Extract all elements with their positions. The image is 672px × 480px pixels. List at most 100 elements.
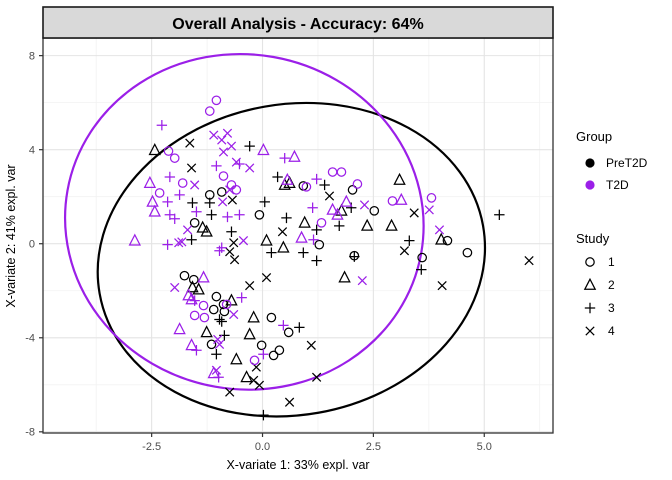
point-pret2d-study4 xyxy=(311,372,322,382)
point-t2d-study1 xyxy=(316,217,327,228)
point-pret2d-study4 xyxy=(524,256,534,266)
point-t2d-study1 xyxy=(249,355,260,366)
point-pret2d-study1 xyxy=(189,217,200,228)
point-pret2d-study3 xyxy=(349,251,360,262)
point-pret2d-study1 xyxy=(417,252,427,263)
point-pret2d-study3 xyxy=(186,234,197,245)
y-tick-label: 4 xyxy=(29,144,35,156)
point-t2d-study1 xyxy=(221,299,232,310)
point-t2d-study3 xyxy=(234,209,245,221)
point-pret2d-study2 xyxy=(200,325,213,338)
legend-study-label-3: 3 xyxy=(608,301,615,315)
point-t2d-study1 xyxy=(169,153,180,163)
point-t2d-study2 xyxy=(395,192,408,205)
point-t2d-study4 xyxy=(424,205,434,215)
point-t2d-study1 xyxy=(218,171,229,181)
point-pret2d-study3 xyxy=(416,264,427,275)
ellipse-pret2d xyxy=(96,101,487,418)
point-pret2d-study3 xyxy=(258,409,269,421)
legend-t2d-dot-icon xyxy=(585,180,595,190)
point-t2d-study3 xyxy=(191,345,202,356)
point-t2d-study4 xyxy=(218,147,229,157)
legend-circle-icon xyxy=(585,257,595,267)
point-pret2d-study3 xyxy=(311,224,322,236)
point-t2d-study2 xyxy=(146,194,159,207)
point-t2d-study1 xyxy=(199,312,210,323)
point-pret2d-study3 xyxy=(206,209,217,221)
legend-group-items: PreT2D T2D xyxy=(585,156,648,192)
point-t2d-study3 xyxy=(214,245,225,256)
point-pret2d-study3 xyxy=(214,314,225,325)
point-t2d-study3 xyxy=(222,211,233,223)
point-pret2d-study2 xyxy=(243,327,256,340)
point-t2d-study4 xyxy=(182,225,193,235)
point-pret2d-study1 xyxy=(216,187,227,197)
point-pret2d-study3 xyxy=(298,247,309,258)
point-t2d-study4 xyxy=(231,157,241,167)
point-pret2d-study4 xyxy=(324,191,335,201)
point-pret2d-study3 xyxy=(244,140,255,152)
point-pret2d-study4 xyxy=(225,387,235,397)
point-pret2d-study1 xyxy=(283,327,294,338)
point-pret2d-study1 xyxy=(219,306,230,317)
point-pret2d-study4 xyxy=(245,280,255,291)
y-axis-title: X-variate 2: 41% expl. var xyxy=(4,164,18,307)
point-pret2d-study3 xyxy=(319,179,330,191)
point-t2d-study4 xyxy=(177,237,187,247)
point-t2d-study4 xyxy=(214,339,225,350)
point-pret2d-study2 xyxy=(247,310,260,323)
point-t2d-study1 xyxy=(231,185,242,195)
legend-study-items: 1 2 3 4 xyxy=(583,255,615,338)
point-pret2d-study4 xyxy=(399,246,410,256)
point-t2d-study2 xyxy=(331,207,344,220)
x-axis-title: X-variate 1: 33% expl. var xyxy=(226,458,369,472)
point-t2d-study1 xyxy=(154,188,165,198)
x-tick-label: 2.5 xyxy=(366,441,381,453)
point-pret2d-study3 xyxy=(226,226,237,237)
legend: Group PreT2D T2D Study 1 2 3 4 xyxy=(576,129,648,338)
point-pret2d-study3 xyxy=(187,197,198,209)
point-pret2d-study3 xyxy=(311,255,322,266)
point-t2d-study1 xyxy=(163,146,174,156)
point-t2d-study2 xyxy=(173,322,186,335)
point-pret2d-study3 xyxy=(204,197,215,209)
point-t2d-study2 xyxy=(185,338,198,351)
point-t2d-study3 xyxy=(236,292,247,303)
point-t2d-study4 xyxy=(434,225,445,235)
point-pret2d-study3 xyxy=(334,220,345,232)
y-tick-label: 8 xyxy=(29,50,35,62)
point-t2d-study2 xyxy=(295,230,308,243)
point-t2d-study3 xyxy=(211,160,222,172)
point-t2d-study3 xyxy=(156,120,168,131)
legend-study-title: Study xyxy=(576,231,610,246)
point-t2d-study3 xyxy=(191,206,202,217)
scatter-points xyxy=(128,95,534,421)
legend-study-label-1: 1 xyxy=(608,255,615,269)
point-pret2d-study2 xyxy=(277,240,290,253)
point-pret2d-study3 xyxy=(211,349,222,360)
point-t2d-study4 xyxy=(238,236,249,246)
point-t2d-study3 xyxy=(162,239,173,250)
point-t2d-study3 xyxy=(258,349,269,360)
point-t2d-study4 xyxy=(226,141,237,151)
point-t2d-study2 xyxy=(143,175,157,188)
point-t2d-study1 xyxy=(352,179,363,189)
axis-tick-labels: -2.5 0.0 2.5 5.0 8 4 0 -4 -8 xyxy=(25,50,492,453)
point-pret2d-study2 xyxy=(196,220,209,233)
point-pret2d-study4 xyxy=(409,208,419,218)
point-t2d-study4 xyxy=(229,309,239,320)
point-pret2d-study2 xyxy=(260,233,273,246)
point-t2d-study1 xyxy=(301,182,312,192)
point-t2d-study3 xyxy=(279,152,290,164)
point-t2d-study1 xyxy=(387,196,398,206)
point-t2d-study1 xyxy=(177,178,188,188)
point-pret2d-study1 xyxy=(256,340,267,351)
point-t2d-study2 xyxy=(257,142,270,156)
point-t2d-study4 xyxy=(174,238,184,248)
point-t2d-study4 xyxy=(211,365,222,375)
point-t2d-study2 xyxy=(148,204,161,217)
legend-study-label-4: 4 xyxy=(608,324,615,338)
y-tick-label: -4 xyxy=(25,332,35,344)
